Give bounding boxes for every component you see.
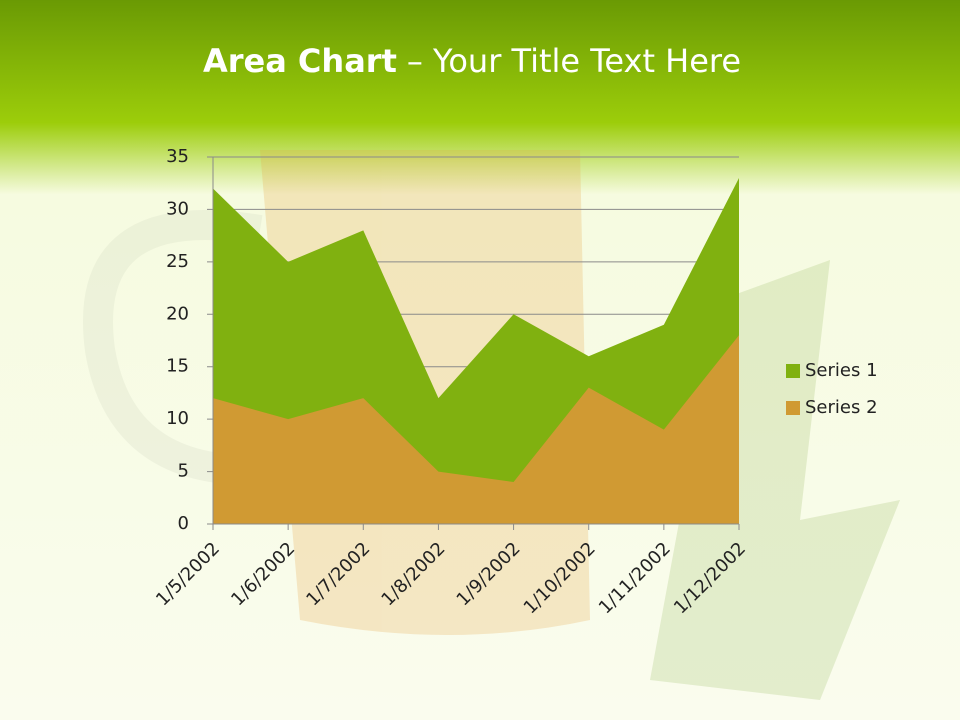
y-tick-label: 30 [166,198,189,219]
y-tick-label: 5 [178,461,189,482]
area [213,335,739,524]
legend-label: Series 1 [805,360,878,381]
y-tick-label: 35 [166,146,189,167]
slide-title: Area Chart – Your Title Text Here [203,42,741,80]
legend-label: Series 2 [805,397,878,418]
y-tick-label: 0 [178,513,189,534]
y-tick-label: 10 [166,408,189,429]
title-bold: Area Chart [203,42,397,80]
title-text: – Your Title Text Here [407,42,741,80]
y-tick-label: 15 [166,356,189,377]
y-tick-label: 25 [166,251,189,272]
legend-swatch [786,401,800,415]
legend-swatch [786,364,800,378]
y-tick-label: 20 [166,303,189,324]
